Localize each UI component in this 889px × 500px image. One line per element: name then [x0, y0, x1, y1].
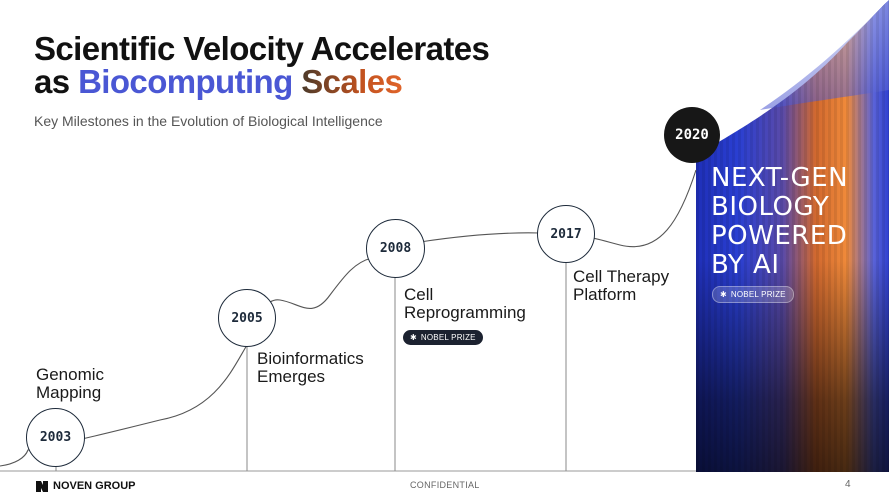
badge-label: NOBEL PRIZE — [730, 290, 786, 299]
nobel-prize-badge-2020: ✱ NOBEL PRIZE — [712, 286, 794, 303]
milestone-label-2017: Cell Therapy Platform — [573, 268, 669, 304]
page-title: Scientific Velocity Accelerates as Bioco… — [34, 30, 490, 100]
title-highlight-scales: Scales — [301, 63, 403, 100]
company-name: NOVEN GROUP — [53, 480, 136, 492]
headline-line: BIOLOGY — [711, 192, 830, 222]
gradient-panel-stripes — [696, 0, 889, 472]
label-line: Emerges — [257, 367, 326, 386]
year-circle-2008: 2008 — [366, 219, 425, 278]
company-logo: NOVEN GROUP — [36, 480, 136, 492]
year-circle-2003: 2003 — [26, 408, 85, 467]
label-line: Cell — [404, 285, 434, 304]
label-line: Cell Therapy — [573, 267, 670, 286]
star-icon: ✱ — [410, 333, 417, 342]
milestone-label-2003: Genomic Mapping — [36, 366, 104, 402]
label-line: Bioinformatics — [257, 349, 364, 368]
year-circle-2017: 2017 — [537, 205, 595, 263]
nobel-prize-badge-2008: ✱ NOBEL PRIZE — [403, 330, 483, 345]
title-line2-prefix: as — [34, 63, 79, 100]
label-line: Reprogramming — [404, 303, 526, 322]
year-circle-2020: 2020 — [664, 107, 720, 163]
title-line1: Scientific Velocity Accelerates — [34, 30, 490, 67]
star-icon: ✱ — [720, 290, 727, 299]
title-highlight-biocomputing: Biocomputing — [78, 63, 293, 100]
confidential-label: CONFIDENTIAL — [410, 480, 480, 490]
headline-line: NEXT-GEN — [711, 163, 849, 193]
label-line: Platform — [573, 285, 637, 304]
headline-line: POWERED — [711, 221, 848, 251]
page-number: 4 — [845, 479, 851, 490]
panel-headline: NEXT-GEN BIOLOGY POWERED BY AI — [711, 164, 881, 280]
label-line: Mapping — [36, 383, 102, 402]
milestone-label-2005: Bioinformatics Emerges — [257, 350, 364, 386]
year-circle-2005: 2005 — [218, 289, 276, 347]
headline-line: BY AI — [711, 250, 780, 280]
label-line: Genomic — [36, 365, 105, 384]
badge-label: NOBEL PRIZE — [420, 333, 476, 342]
growth-curve — [0, 169, 697, 467]
noven-logo-icon — [36, 480, 48, 492]
milestone-label-2008: Cell Reprogramming — [404, 286, 526, 322]
page-subtitle: Key Milestones in the Evolution of Biolo… — [34, 113, 383, 129]
